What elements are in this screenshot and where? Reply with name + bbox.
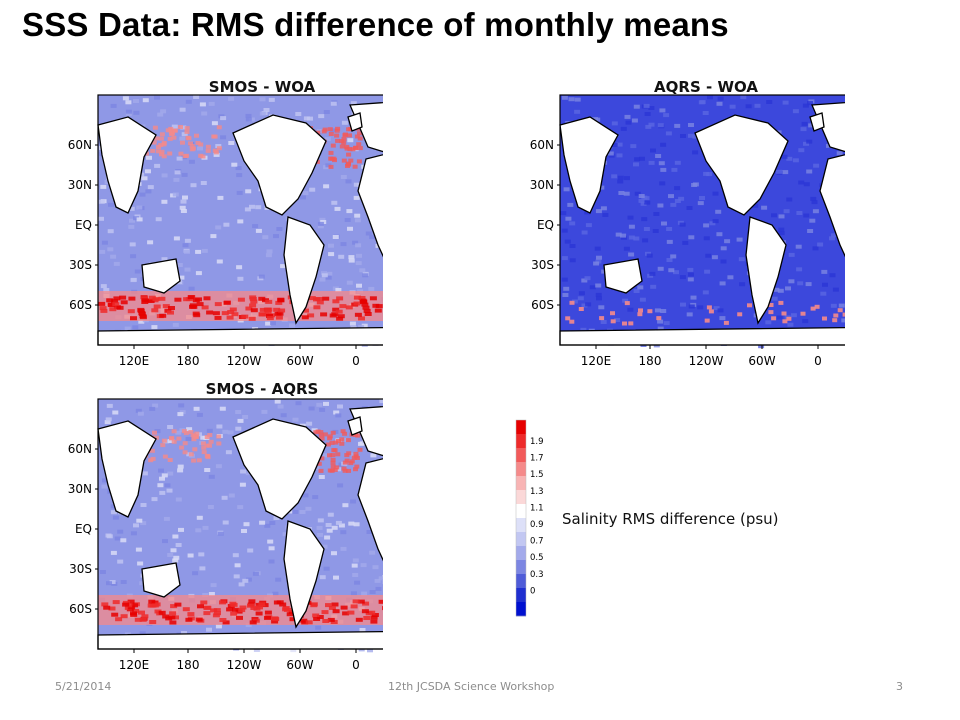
footer-event: 12th JCSDA Science Workshop [388,680,555,693]
lon-tick-label: 0 [352,658,360,672]
lat-tick-label: 60S [69,298,92,312]
colorbar-swatch [516,532,526,547]
colorbar-swatch [516,546,526,561]
lat-tick-label: 30S [531,258,554,272]
lon-tick-label: 120E [581,354,612,368]
slide-title: SSS Data: RMS difference of monthly mean… [22,6,729,43]
colorbar-tick-label: 0.9 [530,520,544,530]
lat-tick-label: EQ [75,522,92,536]
colorbar-swatch [516,448,526,463]
lat-tick-label: 60N [68,442,92,456]
colorbar-swatch [516,420,526,435]
lat-tick-label: 30S [69,562,92,576]
colorbar-tick-label: 1.1 [530,503,544,513]
lat-tick-label: 60N [68,138,92,152]
lat-tick-label: 30N [68,482,92,496]
colorbar-tick-label: 1.7 [530,454,544,464]
colorbar-tick-label: 1.9 [530,437,544,447]
lon-tick-label: 0 [814,354,822,368]
lat-tick-label: 60S [69,602,92,616]
lon-tick-label: 60W [748,354,775,368]
colorbar-swatch [516,574,526,589]
map-aqrs-woa: 60N30NEQ30S60S120E180120W60W060E [500,92,845,382]
lat-tick-label: 30N [68,178,92,192]
panel-title-smos-aqrs: SMOS - AQRS [205,380,319,398]
colorbar-swatch [516,462,526,477]
colorbar: 1.9 1.7 1.5 1.3 1.1 0.9 0.7 0.5 0.3 0 [510,418,570,618]
map-smos-aqrs: 60N30NEQ30S60S120E180120W60W060E [38,396,383,686]
colorbar-swatch [516,588,526,603]
colorbar-caption: Salinity RMS difference (psu) [562,510,779,528]
colorbar-tick-label: 0.5 [530,553,544,563]
lon-tick-label: 120E [119,658,150,672]
colorbar-swatch [516,504,526,519]
lon-tick-label: 60W [286,658,313,672]
lon-tick-label: 120W [227,658,262,672]
lat-tick-label: EQ [537,218,554,232]
colorbar-swatch [516,560,526,575]
lon-tick-label: 120W [689,354,724,368]
lat-tick-label: 30N [530,178,554,192]
panel-title-aqrs-woa: AQRS - WOA [654,78,758,96]
footer-page-number: 3 [896,680,903,693]
lon-tick-label: 60W [286,354,313,368]
lat-tick-label: 60S [531,298,554,312]
lon-tick-label: 120E [119,354,150,368]
lon-tick-label: 180 [177,658,200,672]
colorbar-tick-label: 0 [530,586,535,596]
colorbar-swatch [516,518,526,533]
colorbar-swatch [516,490,526,505]
colorbar-swatch [516,476,526,491]
colorbar-swatch [516,602,526,617]
colorbar-tick-label: 0.7 [530,537,544,547]
lon-tick-label: 180 [177,354,200,368]
footer-date: 5/21/2014 [55,680,112,693]
colorbar-tick-label: 1.5 [530,470,544,480]
lat-tick-label: 60N [530,138,554,152]
colorbar-tick-label: 0.3 [530,570,544,580]
colorbar-tick-label: 1.3 [530,487,544,497]
lon-tick-label: 120W [227,354,262,368]
lat-tick-label: EQ [75,218,92,232]
map-smos-woa: 60N30NEQ30S60S120E180120W60W060E [38,92,383,382]
lat-tick-label: 30S [69,258,92,272]
colorbar-swatch [516,434,526,449]
lon-tick-label: 0 [352,354,360,368]
panel-title-smos-woa: SMOS - WOA [208,78,316,96]
lon-tick-label: 180 [639,354,662,368]
